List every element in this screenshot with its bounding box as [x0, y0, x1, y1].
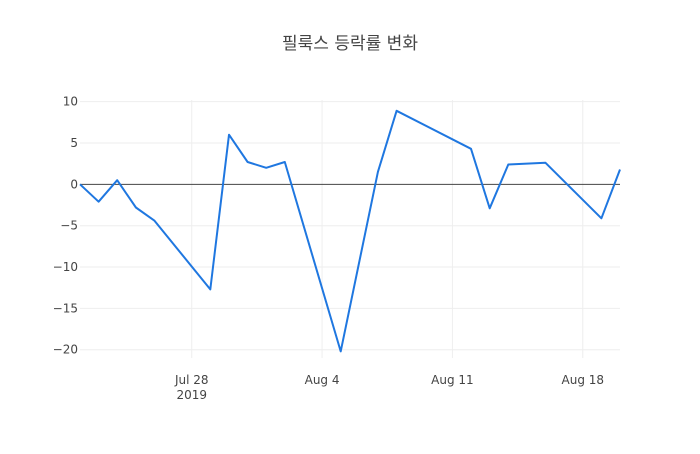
x-tick-label: Aug 4 [305, 373, 340, 387]
x-tick-sublabel: 2019 [176, 388, 207, 402]
y-tick-label: 10 [63, 95, 78, 109]
y-tick-label: 0 [70, 177, 78, 191]
series-line [79, 109, 621, 353]
y-tick-label: −20 [53, 343, 78, 357]
chart-title: 필룩스 등락률 변화 [282, 34, 418, 54]
y-tick-label: 5 [70, 136, 78, 150]
x-tick-label: Aug 18 [562, 373, 605, 387]
y-tick-label: −10 [53, 260, 78, 274]
x-tick-label: Aug 11 [431, 373, 474, 387]
y-tick-label: −5 [60, 219, 78, 233]
series-layer [79, 109, 621, 353]
x-tick-label: Jul 28 [174, 373, 209, 387]
y-tick-label: −15 [53, 301, 78, 315]
